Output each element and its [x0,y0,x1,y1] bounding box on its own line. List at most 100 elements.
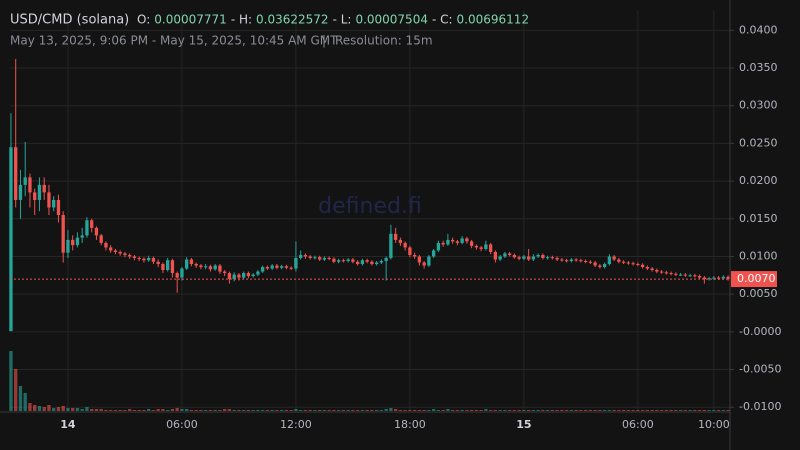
volume-bar [702,410,707,411]
volume-bar [151,410,156,411]
volume-bar [194,410,198,411]
y-tick-label: 0.0400 [739,23,778,36]
candle-body [403,242,407,248]
volume-bar [422,410,426,411]
candle-body [569,259,574,262]
volume-bar [526,410,531,411]
candle-body [636,264,640,266]
candle-body [256,271,260,275]
candle-body [75,237,80,246]
candle-body [199,265,203,268]
y-tick-label: 0.0150 [739,212,778,225]
candle-body [71,239,75,246]
candle-body [688,275,692,277]
volume-bar [664,410,669,411]
candle-body [341,260,346,262]
candle-body [308,256,312,258]
candle-body [232,274,236,280]
volume-bar [417,410,422,411]
volume-bar [412,410,417,411]
last-price-box [731,271,777,288]
volume-bar [265,410,270,411]
volume-bar [322,410,327,411]
candle-body [541,254,545,258]
volume-bar [436,410,441,411]
volume-bar [427,410,431,411]
candle-body [99,235,103,243]
y-tick-label: -0.0000 [739,325,781,338]
volume-bar [90,409,94,411]
candle-body [151,257,156,262]
candle-body [56,199,61,216]
candle-body [488,244,493,252]
volume-bar [384,409,388,411]
watermark: defined.fi [318,194,422,219]
candle-body [669,273,673,275]
y-tick-label: -0.0100 [739,400,781,413]
volume-bar [61,406,65,411]
candle-body [137,257,141,259]
ohlc-label: O: [137,13,150,27]
volume-bar [669,410,673,411]
volume-bar [488,410,493,411]
volume-bar [398,410,403,411]
volume-bar [697,410,702,411]
candle-body [526,256,531,260]
candle-body [66,239,70,253]
candle-body [716,277,721,279]
candle-body [175,273,179,278]
ohlc-value: 0.00007504 [355,13,428,27]
volume-bar [270,410,274,411]
candle-body [261,267,265,272]
candle-body [213,265,217,270]
volume-bar [555,410,559,411]
candle-body [446,239,450,245]
volume-bar [707,410,711,411]
x-tick-label: 10:00 [698,418,730,431]
candle-body [726,276,730,280]
volume-bar [455,410,460,411]
volume-bar [251,410,255,411]
candle-body [166,260,170,271]
candle-body [332,258,336,262]
candle-body [185,259,189,269]
volume-bar [512,410,517,411]
volume-bar [626,410,631,411]
volume-bar [213,410,217,411]
volume-bar [223,409,227,411]
candle-body [298,254,303,258]
candle-body [683,274,688,276]
volume-bar [175,408,179,411]
volume-bar [189,410,194,411]
volume-bar [313,410,317,411]
candle-body [408,247,412,255]
marks [9,58,730,411]
candle-body [593,262,597,266]
candle-body [317,257,322,260]
candle-body [123,253,127,255]
candle-body [33,192,37,200]
candle-body [721,276,726,279]
candle-body [28,177,32,193]
candle-body [650,268,654,271]
volume-bar [621,410,626,411]
candle-body [128,254,132,257]
candle-body [465,238,469,242]
candle-body [555,257,559,260]
candle-body [422,262,426,266]
volume-bar [598,410,602,411]
volume-bar [446,409,450,411]
volume-bar [474,410,479,411]
volume-bar [560,410,564,411]
volume-bar [617,410,621,411]
candle-body [678,274,683,276]
candle-body [545,257,550,259]
candle-body [469,241,474,246]
volume-bar [71,408,75,411]
volume-bar [583,410,588,411]
x-tick-label: 14 [60,418,76,431]
candle-body [389,233,393,258]
candle-body [612,256,616,260]
y-tick-label: -0.0050 [739,363,781,376]
